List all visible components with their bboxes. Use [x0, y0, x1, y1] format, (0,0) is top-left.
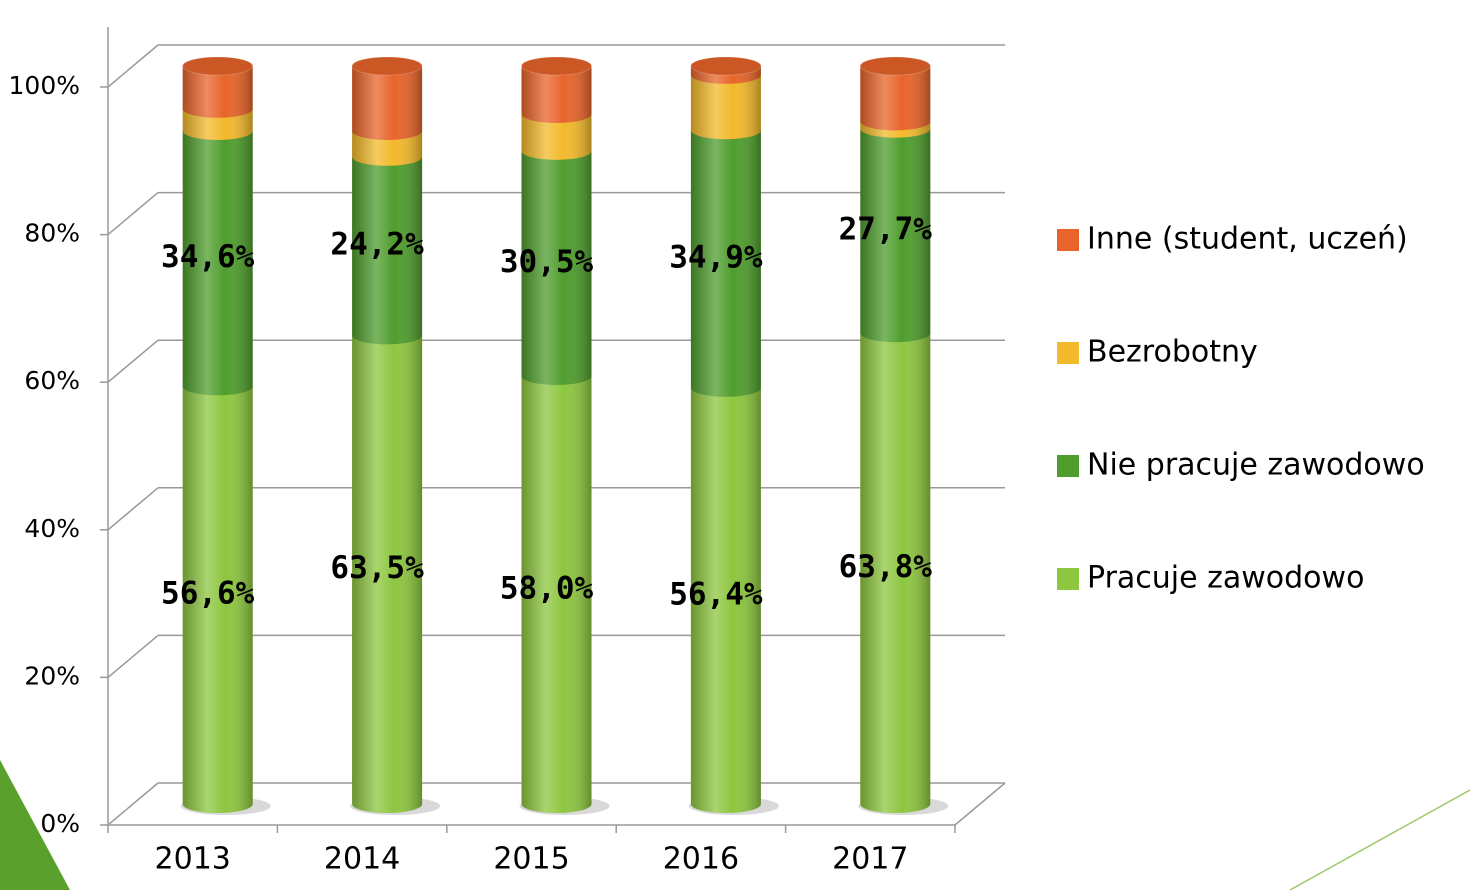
- bar-shade: [182, 130, 253, 396]
- bar-cap-shade: [521, 57, 592, 75]
- bar-cap: [182, 56, 254, 76]
- bar-shade: [521, 66, 592, 123]
- legend-swatch: [1057, 229, 1079, 251]
- bar-cap: [521, 56, 592, 76]
- legend-swatch: [1057, 568, 1079, 590]
- bar-cap-shade: [690, 57, 761, 75]
- y-tick-label: 60%: [24, 366, 80, 395]
- x-tick-label: 2015: [493, 842, 569, 877]
- bar-shade: [182, 386, 253, 813]
- bar-cap: [859, 56, 931, 76]
- bar-shade: [352, 156, 423, 345]
- bar-cap-shade: [352, 57, 423, 75]
- x-tick-label: 2017: [832, 842, 908, 877]
- bar-shade: [352, 335, 423, 813]
- bar-cap: [351, 56, 423, 76]
- value-label: 34,6%: [161, 239, 255, 275]
- y-tick-label: 40%: [24, 514, 80, 543]
- decor-triangle: [0, 760, 70, 890]
- bar-shade: [690, 130, 761, 397]
- bar-shade: [860, 333, 931, 813]
- bar-shade: [521, 375, 592, 813]
- legend-swatch: [1057, 342, 1079, 364]
- legend-label: Inne (student, uczeń): [1087, 222, 1408, 257]
- axis: [954, 782, 1006, 826]
- grid-line: [107, 487, 159, 531]
- grid-line: [107, 192, 159, 236]
- bar-shade: [521, 150, 592, 385]
- value-label: 34,9%: [669, 239, 763, 275]
- grid-line: [107, 339, 159, 383]
- x-tick-label: 2013: [155, 842, 231, 877]
- legend-label: Nie pracuje zawodowo: [1087, 448, 1425, 483]
- value-label: 56,4%: [669, 576, 763, 612]
- bar-shade: [352, 66, 423, 140]
- value-label: 56,6%: [161, 576, 255, 612]
- legend-label: Bezrobotny: [1087, 335, 1258, 370]
- legend-swatch: [1057, 455, 1079, 477]
- bar-shade: [690, 74, 761, 140]
- x-tick-label: 2016: [663, 842, 739, 877]
- bar-shade: [860, 128, 931, 343]
- bar-cap: [690, 56, 762, 76]
- value-label: 63,5%: [330, 550, 424, 586]
- bar-shade: [182, 66, 253, 118]
- y-tick-label: 0%: [40, 809, 80, 838]
- bar-shade: [860, 66, 931, 131]
- value-label: 24,2%: [330, 227, 424, 263]
- value-label: 58,0%: [500, 570, 594, 606]
- value-label: 30,5%: [500, 244, 594, 280]
- grid-line: [107, 44, 159, 88]
- value-label: 27,7%: [839, 211, 933, 247]
- bar-shade: [521, 113, 592, 160]
- legend-label: Pracuje zawodowo: [1087, 561, 1364, 596]
- value-label: 63,8%: [839, 549, 933, 585]
- bar-cap-shade: [860, 57, 931, 75]
- bar-shade: [690, 387, 761, 813]
- grid-line: [107, 634, 159, 678]
- y-tick-label: 80%: [24, 219, 80, 248]
- bar-shade: [352, 130, 423, 166]
- grid-line: [107, 782, 159, 826]
- decor-line: [1289, 789, 1470, 890]
- x-tick-label: 2014: [324, 842, 400, 877]
- bar-cap-shade: [182, 57, 253, 75]
- y-tick-label: 20%: [24, 661, 80, 690]
- y-tick-label: 100%: [9, 71, 80, 100]
